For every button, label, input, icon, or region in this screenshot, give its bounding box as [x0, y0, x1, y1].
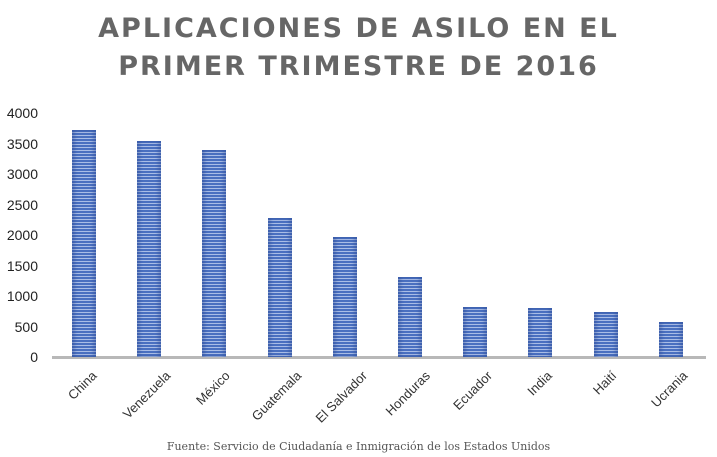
x-tick-label: China: [65, 368, 100, 403]
x-tick-label: México: [192, 368, 233, 408]
bar-india: [528, 308, 553, 357]
x-tick-label: Guatemala: [248, 368, 305, 424]
x-tick-label: Venezuela: [119, 368, 173, 422]
chart-title: APLICACIONES DE ASILO EN EL PRIMER TRIME…: [0, 10, 717, 86]
bar-honduras: [398, 277, 422, 357]
y-tick-label: 4000: [6, 105, 38, 121]
y-tick-label: 3000: [6, 166, 38, 182]
chart-source-note: Fuente: Servicio de Ciudadanía e Inmigra…: [166, 440, 551, 453]
x-tick-label: El Salvador: [312, 368, 371, 426]
bar-méxico: [202, 150, 227, 357]
y-tick-label: 3500: [6, 135, 38, 152]
y-tick-label: 1000: [6, 288, 38, 304]
x-tick-label: Ecuador: [450, 368, 496, 413]
y-tick-label: 1500: [6, 257, 38, 274]
bar-guatemala: [267, 217, 292, 357]
bar-ucrania: [658, 322, 683, 357]
chart-title-line-2: PRIMER TRIMESTRE DE 2016: [118, 51, 599, 82]
y-tick-label: 0: [30, 349, 38, 365]
x-tick-label: Ucrania: [647, 368, 690, 411]
bar-ecuador: [463, 306, 488, 357]
y-tick-label: 2500: [6, 196, 38, 213]
bar-venezuela: [137, 141, 162, 357]
y-tick-label: 500: [14, 318, 38, 335]
y-tick-label: 2000: [6, 227, 38, 243]
x-tick-label: Haití: [589, 368, 620, 398]
bar-china: [72, 130, 96, 357]
x-axis-line: [52, 356, 706, 359]
x-tick-label: Honduras: [382, 368, 433, 419]
bar-haití: [593, 311, 618, 357]
bar-el-salvador: [332, 236, 357, 357]
chart-title-line-1: APLICACIONES DE ASILO EN EL: [98, 13, 619, 44]
x-tick-label: India: [524, 368, 555, 399]
